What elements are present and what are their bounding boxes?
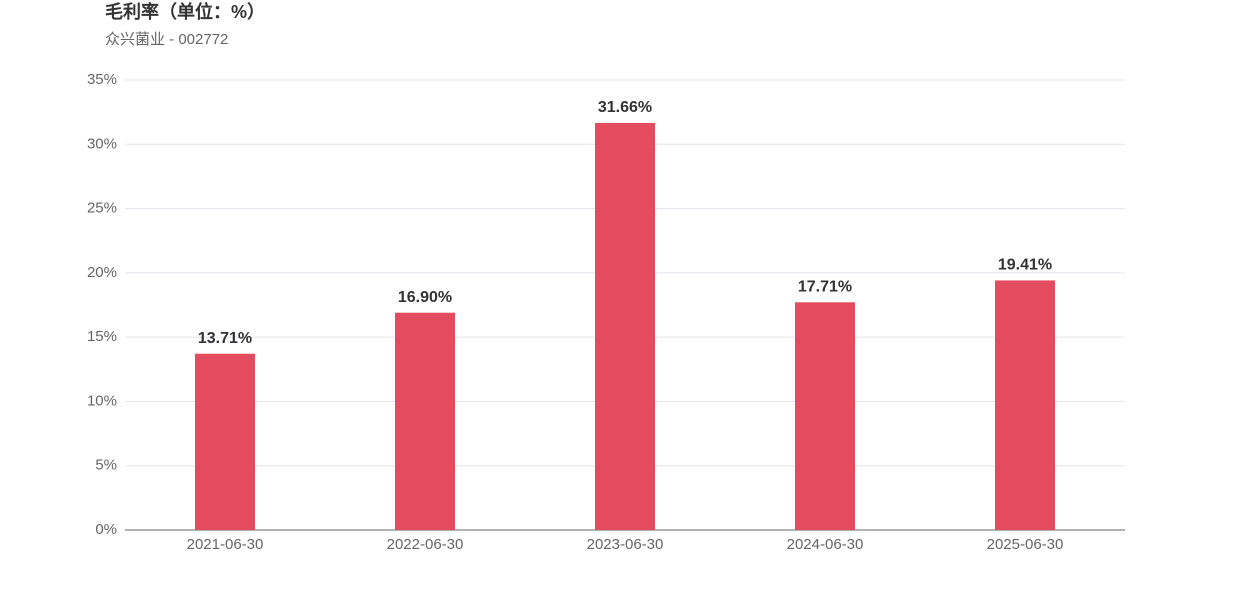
bar [995, 280, 1055, 530]
x-tick-label: 2025-06-30 [987, 536, 1064, 553]
value-label: 16.90% [398, 289, 452, 306]
value-label: 19.41% [998, 257, 1052, 274]
value-label: 17.71% [798, 279, 852, 296]
bar [595, 122, 655, 530]
y-tick-label: 10% [87, 392, 117, 409]
value-label: 31.66% [598, 99, 652, 116]
x-tick-label: 2023-06-30 [587, 536, 664, 553]
x-tick-label: 2021-06-30 [187, 536, 264, 553]
y-tick-label: 30% [87, 135, 117, 152]
chart-title: 毛利率（单位：%） [105, 1, 265, 22]
y-tick-label: 25% [87, 200, 117, 217]
chart-subtitle: 众兴菌业 - 002772 [105, 31, 228, 48]
y-tick-label: 35% [87, 71, 117, 88]
y-tick-label: 15% [87, 328, 117, 345]
x-tick-label: 2024-06-30 [787, 536, 864, 553]
y-tick-label: 5% [95, 457, 117, 474]
x-tick-label: 2022-06-30 [387, 536, 464, 553]
value-label: 13.71% [198, 330, 252, 347]
bar [795, 302, 855, 530]
y-tick-label: 20% [87, 264, 117, 281]
bar [195, 353, 255, 530]
y-tick-label: 0% [95, 521, 117, 538]
bar [395, 312, 455, 530]
